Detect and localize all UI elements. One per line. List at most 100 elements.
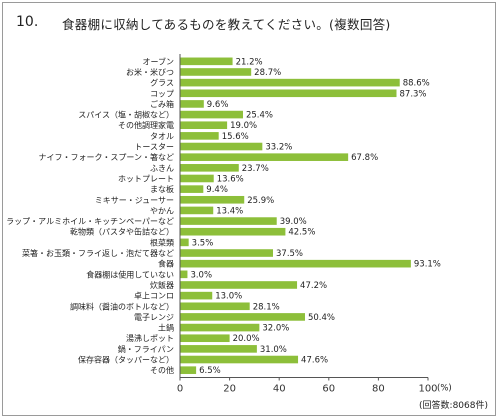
data-label: 42.5% xyxy=(288,228,315,238)
category-label: ナイフ・フォーク・スプーン・箸など xyxy=(39,152,174,162)
data-label: 23.7% xyxy=(242,164,269,174)
bar xyxy=(180,313,305,321)
category-label: 卓上コンロ xyxy=(134,291,174,301)
data-label: 28.7% xyxy=(254,68,281,78)
category-label: 乾物類（パスタや缶詰など） xyxy=(70,227,174,237)
bar xyxy=(180,323,260,332)
bar xyxy=(180,217,277,225)
bar xyxy=(180,227,286,236)
data-label: 47.2% xyxy=(300,281,327,291)
bar xyxy=(180,270,188,279)
category-label: オーブン xyxy=(142,56,174,66)
x-tick-label: 80 xyxy=(372,384,385,395)
bar xyxy=(180,259,411,268)
data-label: 19.0% xyxy=(230,121,257,131)
category-label: その他 xyxy=(150,365,174,375)
data-label: 20.0% xyxy=(233,334,260,344)
category-label: ごみ箱 xyxy=(150,99,174,109)
category-label: 電子レンジ xyxy=(134,313,174,322)
response-count-note: (回答数:8068件) xyxy=(419,401,488,411)
bar xyxy=(180,238,189,247)
bar xyxy=(180,206,214,215)
data-label: 6.5% xyxy=(199,366,221,376)
category-label: やかん xyxy=(150,206,174,215)
category-label: スパイス（塩・胡椒など） xyxy=(78,110,174,120)
bar xyxy=(180,355,299,364)
bar xyxy=(180,164,239,172)
category-label: 保存容器（タッパーなど） xyxy=(78,355,174,365)
data-label: 87.3% xyxy=(400,89,427,99)
category-label: ラップ・アルミホイル・キッチンペーパーなど xyxy=(6,217,174,226)
data-label: 13.4% xyxy=(216,206,243,216)
category-label: 調味料（醤油のボトルなど） xyxy=(70,301,174,311)
bar xyxy=(180,110,243,119)
bar xyxy=(180,195,245,204)
category-label: グラス xyxy=(150,78,174,88)
category-label: その他調理家電 xyxy=(118,120,174,130)
data-label: 13.0% xyxy=(215,292,242,302)
data-label: 67.8% xyxy=(351,153,378,163)
bar xyxy=(180,174,214,183)
data-label: 37.5% xyxy=(276,249,303,259)
data-label: 39.0% xyxy=(280,217,307,227)
category-label: コップ xyxy=(150,89,174,98)
bar xyxy=(180,345,257,353)
category-label: 根菜類 xyxy=(150,237,174,247)
bar xyxy=(180,100,204,108)
bar xyxy=(180,302,250,311)
category-label: ホットプレート xyxy=(118,174,174,183)
data-label: 15.6% xyxy=(222,132,249,142)
category-label: タオル xyxy=(150,132,174,141)
data-label: 93.1% xyxy=(414,260,441,270)
bar xyxy=(180,142,263,151)
category-label: 湯沸しポット xyxy=(126,333,174,343)
x-tick-label: 100 xyxy=(418,384,437,395)
category-label: ミキサー・ジューサー xyxy=(95,196,174,205)
category-label: 土鍋 xyxy=(158,323,174,333)
bar xyxy=(180,78,400,87)
category-label: 炊飯器 xyxy=(150,280,174,290)
x-axis-unit: (%) xyxy=(437,384,452,394)
category-label: 鍋・フライパン xyxy=(118,344,174,354)
x-tick-label: 40 xyxy=(273,384,286,395)
data-label: 3.5% xyxy=(192,238,214,248)
data-label: 32.0% xyxy=(262,324,289,334)
data-label: 47.6% xyxy=(301,356,328,366)
bar xyxy=(180,281,298,289)
bar xyxy=(180,57,233,66)
data-label: 33.2% xyxy=(265,143,292,153)
data-label: 9.4% xyxy=(206,185,228,195)
question-title: 食器棚に収納してあるものを教えてください。(複数回答) xyxy=(62,17,391,32)
data-label: 3.0% xyxy=(190,270,212,280)
bar xyxy=(180,185,204,193)
bar xyxy=(180,249,273,257)
bar xyxy=(180,153,349,161)
bar xyxy=(180,366,197,374)
bar xyxy=(180,121,228,130)
x-tick-label: 20 xyxy=(223,384,236,395)
data-label: 21.2% xyxy=(236,57,263,67)
data-label: 88.6% xyxy=(403,79,430,89)
data-label: 28.1% xyxy=(253,302,280,312)
x-tick-label: 60 xyxy=(322,384,335,395)
bar xyxy=(180,68,252,76)
data-label: 25.9% xyxy=(247,196,274,206)
data-label: 31.0% xyxy=(260,345,287,355)
category-label: ふきん xyxy=(150,164,174,173)
chart-frame xyxy=(2,2,496,416)
category-label: まな板 xyxy=(150,184,174,194)
data-label: 25.4% xyxy=(246,111,273,121)
data-label: 13.6% xyxy=(217,174,244,184)
data-label: 9.6% xyxy=(207,100,229,110)
bar xyxy=(180,334,230,343)
bar xyxy=(180,89,397,98)
category-label: お米・米びつ xyxy=(126,67,174,77)
category-label: 菜箸・お玉類・フライ返し・泡だて器など xyxy=(22,248,174,258)
category-label: 食器 xyxy=(158,259,174,269)
question-number: 10. xyxy=(16,14,39,30)
category-label: トースター xyxy=(134,143,174,152)
bar xyxy=(180,132,219,140)
x-tick-label: 0 xyxy=(177,384,183,395)
data-label: 50.4% xyxy=(308,313,335,323)
